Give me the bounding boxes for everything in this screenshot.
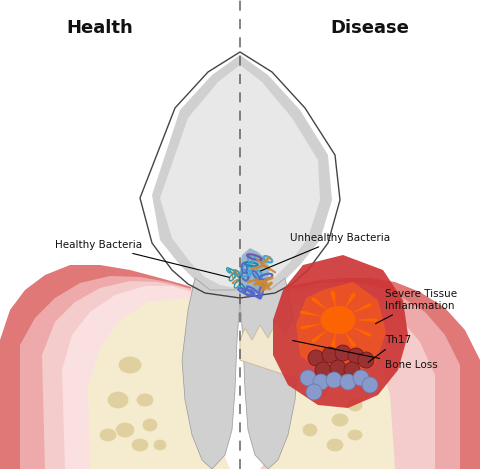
Polygon shape — [265, 302, 395, 469]
Circle shape — [344, 362, 360, 378]
Text: Healthy Bacteria: Healthy Bacteria — [55, 240, 229, 277]
Ellipse shape — [326, 438, 344, 452]
Circle shape — [362, 377, 378, 393]
Polygon shape — [152, 55, 332, 295]
Ellipse shape — [142, 418, 158, 432]
Polygon shape — [268, 278, 480, 469]
Polygon shape — [20, 276, 220, 469]
Polygon shape — [62, 286, 230, 469]
Ellipse shape — [347, 398, 363, 412]
Text: Bone Loss: Bone Loss — [293, 340, 438, 370]
Polygon shape — [344, 293, 356, 309]
Circle shape — [315, 362, 331, 378]
Circle shape — [300, 370, 316, 386]
Circle shape — [358, 352, 374, 368]
Ellipse shape — [331, 413, 349, 427]
Polygon shape — [160, 65, 320, 289]
Polygon shape — [330, 290, 336, 308]
Ellipse shape — [99, 428, 117, 442]
Ellipse shape — [115, 422, 135, 438]
Circle shape — [335, 345, 351, 361]
Polygon shape — [330, 332, 336, 350]
Text: Health: Health — [67, 19, 133, 37]
Polygon shape — [265, 282, 460, 469]
Text: Severe Tissue
Inflammation: Severe Tissue Inflammation — [375, 289, 457, 324]
Polygon shape — [42, 281, 225, 469]
Ellipse shape — [136, 393, 154, 407]
Polygon shape — [240, 318, 325, 380]
Polygon shape — [300, 310, 324, 317]
Polygon shape — [240, 278, 298, 469]
Circle shape — [353, 370, 369, 386]
Ellipse shape — [321, 306, 356, 334]
Circle shape — [348, 348, 364, 364]
Circle shape — [340, 374, 356, 390]
Ellipse shape — [107, 391, 129, 409]
Polygon shape — [296, 282, 386, 378]
Ellipse shape — [118, 356, 142, 374]
Polygon shape — [88, 298, 230, 469]
Text: Th17: Th17 — [368, 335, 411, 363]
Polygon shape — [0, 265, 218, 469]
Polygon shape — [300, 324, 324, 330]
Circle shape — [322, 347, 338, 363]
Circle shape — [313, 374, 329, 390]
Ellipse shape — [347, 429, 363, 441]
Circle shape — [326, 372, 342, 388]
Polygon shape — [182, 278, 240, 469]
Polygon shape — [350, 303, 372, 313]
Polygon shape — [312, 329, 328, 343]
Polygon shape — [353, 318, 378, 322]
Polygon shape — [238, 248, 270, 295]
Polygon shape — [312, 297, 328, 311]
Text: Unhealthy Bacteria: Unhealthy Bacteria — [261, 233, 390, 271]
Polygon shape — [273, 255, 408, 408]
Ellipse shape — [302, 423, 318, 437]
Ellipse shape — [310, 382, 330, 398]
Ellipse shape — [131, 438, 149, 452]
Text: Disease: Disease — [331, 19, 409, 37]
Circle shape — [306, 384, 322, 400]
Ellipse shape — [153, 439, 167, 451]
Polygon shape — [344, 331, 356, 347]
Polygon shape — [260, 287, 435, 469]
Circle shape — [330, 360, 346, 376]
Circle shape — [308, 350, 324, 366]
Polygon shape — [350, 326, 372, 336]
